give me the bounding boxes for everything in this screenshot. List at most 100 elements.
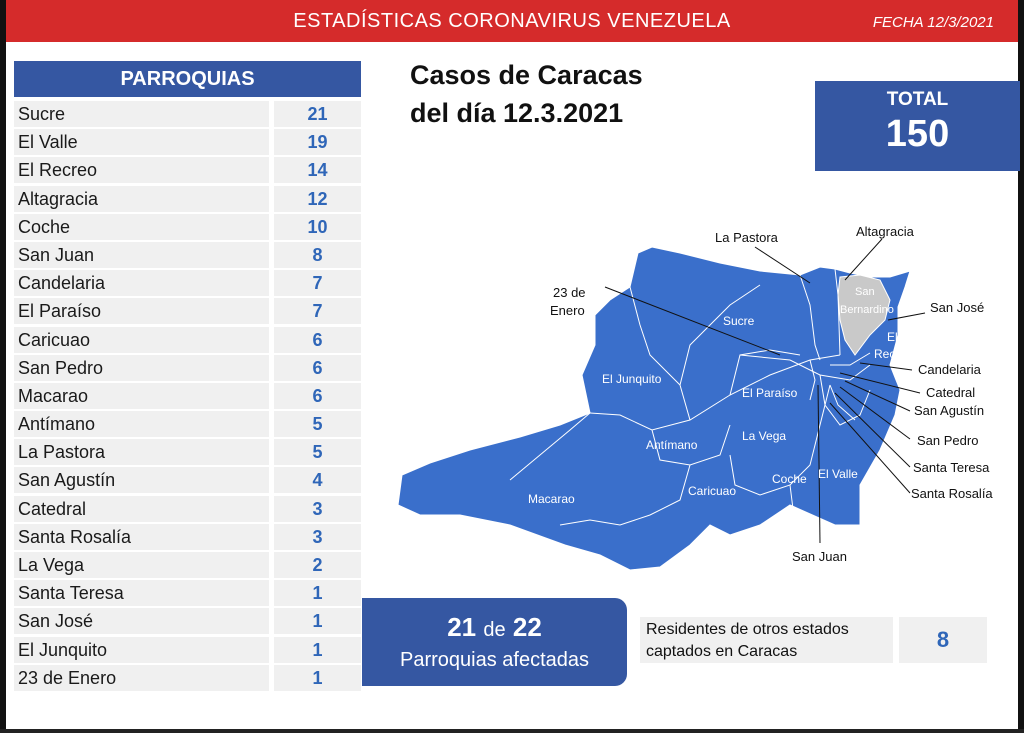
header-bar: ESTADÍSTICAS CORONAVIRUS VENEZUELA FECHA… bbox=[6, 0, 1018, 42]
callout-san-juan: San Juan bbox=[792, 549, 847, 564]
parish-cases: 3 bbox=[274, 523, 361, 550]
table-row: Caricuao 6 bbox=[14, 326, 361, 355]
parish-name: San José bbox=[14, 608, 270, 635]
affected-count-line: 21 de 22 bbox=[362, 612, 627, 643]
table-row: Santa Teresa 1 bbox=[14, 580, 361, 608]
map-label-macarao: Macarao bbox=[528, 492, 575, 506]
parish-name: Macarao bbox=[14, 382, 270, 409]
affected-total: 22 bbox=[512, 612, 542, 642]
map-label-coche: Coche bbox=[772, 472, 807, 486]
parish-cases: 10 bbox=[274, 213, 361, 240]
callout-la-pastora: La Pastora bbox=[715, 230, 779, 245]
callout-candelaria: Candelaria bbox=[918, 362, 982, 377]
parish-name: San Pedro bbox=[14, 354, 270, 381]
affected-connector: de bbox=[483, 619, 506, 641]
table-row: 23 de Enero 1 bbox=[14, 664, 361, 693]
parish-cases: 4 bbox=[274, 467, 361, 494]
parish-cases: 5 bbox=[274, 439, 361, 466]
table-row: La Vega 2 bbox=[14, 552, 361, 580]
parroquias-heading: PARROQUIAS bbox=[14, 61, 361, 97]
callout-altagracia: Altagracia bbox=[856, 225, 915, 239]
parish-cases: 1 bbox=[274, 664, 361, 691]
table-row: Santa Rosalía 3 bbox=[14, 523, 361, 552]
map-label-caricuao: Caricuao bbox=[688, 484, 736, 498]
parish-cases: 21 bbox=[274, 101, 361, 127]
callout-leaders bbox=[604, 238, 926, 544]
table-row: Macarao 6 bbox=[14, 382, 361, 411]
table-row: San Agustín 4 bbox=[14, 467, 361, 495]
parish-name: El Recreo bbox=[14, 157, 270, 184]
parish-cases: 1 bbox=[274, 608, 361, 635]
parish-borders bbox=[509, 268, 871, 526]
map-label-antimano: Antímano bbox=[646, 438, 698, 452]
parish-cases: 12 bbox=[274, 185, 361, 212]
callout-san-agustin: San Agustín bbox=[914, 403, 984, 418]
total-label: TOTAL bbox=[886, 89, 949, 110]
parish-name: Altagracia bbox=[14, 185, 270, 212]
parish-cases: 1 bbox=[274, 636, 361, 663]
san-bernardino-region bbox=[837, 274, 891, 356]
parish-name: Antímano bbox=[14, 411, 270, 438]
parish-name: Caricuao bbox=[14, 326, 270, 353]
parish-name: Santa Rosalía bbox=[14, 523, 270, 550]
parroquias-table: Sucre 21 El Valle 19 El Recreo 14 Altagracia 12… bbox=[14, 101, 361, 693]
parish-cases: 2 bbox=[274, 552, 361, 578]
table-row: Coche 10 bbox=[14, 213, 361, 242]
parish-name: La Vega bbox=[14, 552, 270, 578]
map-label-el-recreo-1: El bbox=[887, 330, 898, 344]
parish-name: Coche bbox=[14, 213, 270, 240]
callout-santa-rosalia: Santa Rosalía bbox=[911, 486, 993, 501]
header-date: FECHA 12/3/2021 bbox=[872, 14, 994, 31]
map-label-el-paraiso: El Paraíso bbox=[742, 386, 798, 400]
title-line-2: del día 12.3.2021 bbox=[410, 98, 624, 128]
residents-line-1: Residentes de otros estados bbox=[646, 621, 849, 638]
table-row: El Paraíso 7 bbox=[14, 298, 361, 326]
table-row: San Pedro 6 bbox=[14, 354, 361, 383]
caracas-map: El Junquito Sucre El Paraíso Antímano La… bbox=[390, 224, 1010, 575]
page-title: Casos de Caracas del día 12.3.2021 bbox=[410, 56, 643, 132]
parish-name: Catedral bbox=[14, 495, 270, 522]
callout-23-de-enero-2: Enero bbox=[550, 303, 585, 318]
parish-name: Santa Teresa bbox=[14, 580, 270, 607]
parish-name: Sucre bbox=[14, 101, 270, 127]
parish-name: El Junquito bbox=[14, 636, 270, 663]
map-label-el-junquito: El Junquito bbox=[602, 372, 662, 386]
parish-name: El Valle bbox=[14, 129, 270, 156]
affected-label: Parroquias afectadas bbox=[399, 649, 589, 671]
residents-value: 8 bbox=[899, 617, 987, 663]
map-label-san-bernardino-1: San bbox=[855, 286, 875, 298]
map-region bbox=[397, 246, 911, 571]
table-row: San Juan 8 bbox=[14, 241, 361, 270]
parish-cases: 8 bbox=[274, 241, 361, 268]
parish-name: 23 de Enero bbox=[14, 664, 270, 691]
parish-name: San Juan bbox=[14, 241, 270, 268]
parish-cases: 3 bbox=[274, 495, 361, 522]
parish-cases: 7 bbox=[274, 298, 361, 325]
right-frame bbox=[1018, 0, 1024, 733]
parish-cases: 6 bbox=[274, 354, 361, 381]
parish-name: San Agustín bbox=[14, 467, 270, 494]
bottom-frame bbox=[0, 729, 1024, 733]
parish-name: Candelaria bbox=[14, 270, 270, 297]
table-row: El Valle 19 bbox=[14, 129, 361, 157]
parish-cases: 1 bbox=[274, 580, 361, 607]
map-label-san-bernardino-2: Bernardino bbox=[840, 304, 894, 316]
table-row: Antímano 5 bbox=[14, 411, 361, 439]
total-box: TOTAL 150 bbox=[815, 81, 1020, 171]
affected-parishes-box: 21 de 22 Parroquias afectadas bbox=[362, 598, 627, 686]
table-row: La Pastora 5 bbox=[14, 439, 361, 467]
header-title: ESTADÍSTICAS CORONAVIRUS VENEZUELA bbox=[293, 10, 731, 32]
residents-label-box: Residentes de otros estados captados en … bbox=[640, 617, 893, 663]
parish-name: El Paraíso bbox=[14, 298, 270, 325]
parish-cases: 6 bbox=[274, 382, 361, 409]
parish-name: La Pastora bbox=[14, 439, 270, 466]
table-row: Catedral 3 bbox=[14, 495, 361, 524]
map-label-el-recreo-2: Recreo bbox=[874, 347, 913, 361]
table-row: Candelaria 7 bbox=[14, 270, 361, 298]
affected-count: 21 bbox=[447, 612, 477, 642]
title-line-1: Casos de Caracas bbox=[410, 60, 643, 90]
parish-cases: 19 bbox=[274, 129, 361, 156]
map-label-la-vega: La Vega bbox=[742, 429, 786, 443]
table-row: El Junquito 1 bbox=[14, 636, 361, 665]
map-label-sucre: Sucre bbox=[723, 314, 755, 328]
